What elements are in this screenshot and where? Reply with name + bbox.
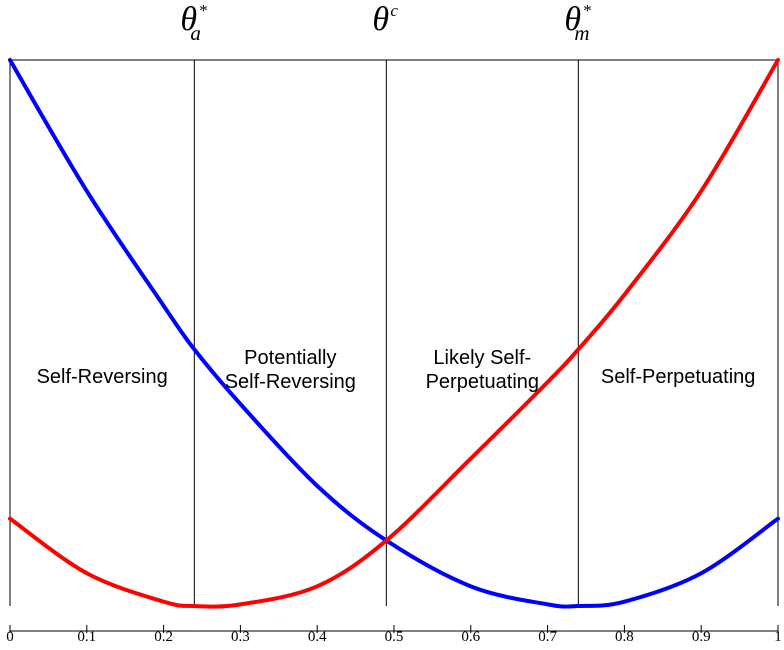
x-tick-label: 0.6: [461, 629, 480, 645]
x-tick-label: 1: [774, 629, 782, 645]
x-tick-label: 0.2: [154, 629, 173, 645]
threshold-subscript: a: [190, 21, 201, 45]
region-label-1: Self-Reversing: [225, 371, 356, 393]
x-axis: 0 0.1 0.2 0.3 0.4 0.5 0.6 0.7 0.8 0.9 1: [6, 625, 782, 645]
threshold-lines: [193, 60, 579, 606]
series-curves: [8, 58, 780, 609]
region-label-0: Self-Reversing: [37, 366, 168, 388]
x-tick-label: 0.4: [308, 629, 327, 645]
region-label-2: Perpetuating: [426, 371, 539, 393]
threshold-superscript: *: [198, 1, 207, 20]
x-tick-label: 0.5: [385, 629, 404, 645]
threshold-labels: θ *a θ c θ *m: [180, 1, 591, 45]
series-line-0: [8, 58, 780, 609]
threshold-symbol: θ: [180, 1, 197, 38]
x-tick-label: 0.8: [615, 629, 634, 645]
x-tick-label: 0.7: [538, 629, 557, 645]
region-label-1: Potentially: [244, 347, 336, 369]
threshold-superscript: c: [390, 1, 398, 20]
threshold-symbol: θ: [564, 1, 581, 38]
chart-frame: [9, 59, 779, 606]
x-tick-label: 0.9: [692, 629, 711, 645]
x-tick-label: 0.1: [77, 629, 96, 645]
threshold-superscript: *: [582, 1, 591, 20]
threshold-subscript: m: [574, 21, 589, 45]
threshold-symbol: θ: [372, 1, 389, 38]
x-tick-label: 0: [6, 629, 14, 645]
region-label-2: Likely Self-: [433, 347, 531, 369]
series-line-1: [8, 58, 780, 609]
region-labels: Self-ReversingPotentiallySelf-ReversingL…: [37, 347, 756, 393]
region-label-3: Self-Perpetuating: [601, 366, 756, 388]
x-tick-label: 0.3: [231, 629, 250, 645]
